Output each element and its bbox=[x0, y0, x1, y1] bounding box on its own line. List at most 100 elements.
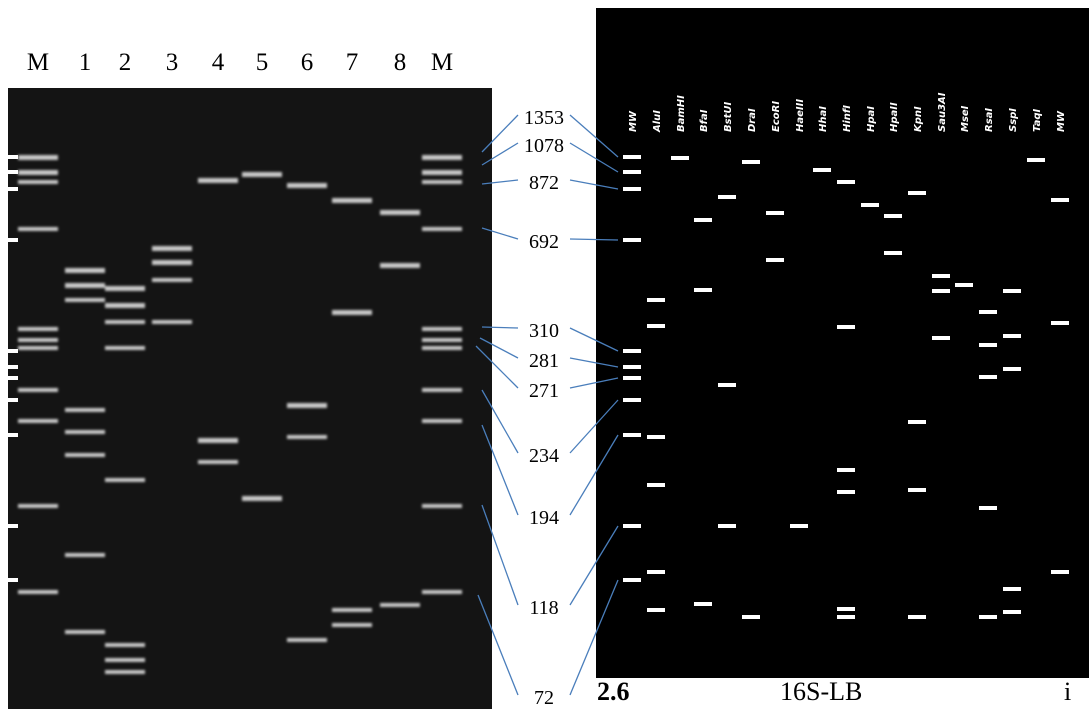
digest-band bbox=[1003, 367, 1021, 371]
gel-band bbox=[422, 327, 462, 331]
digest-band bbox=[837, 615, 855, 619]
digest-band bbox=[1051, 198, 1069, 202]
digest-band bbox=[1027, 158, 1045, 162]
digest-lane-label: HinfI bbox=[842, 105, 853, 132]
gel-band bbox=[287, 183, 327, 188]
pointer-line bbox=[481, 142, 519, 166]
digest-lane-label: MW bbox=[628, 110, 639, 132]
gel-band bbox=[105, 346, 145, 350]
gel-band bbox=[198, 460, 238, 464]
size-label: 310 bbox=[529, 320, 559, 342]
digest-band bbox=[955, 283, 973, 287]
gel-band bbox=[18, 504, 58, 508]
gel-lane-label: 4 bbox=[212, 49, 225, 76]
gel-band bbox=[152, 260, 192, 265]
gel-band bbox=[105, 286, 145, 291]
digest-band bbox=[694, 288, 712, 292]
gel-lane-label: M bbox=[27, 49, 49, 76]
pointer-line bbox=[569, 179, 619, 190]
digest-band bbox=[694, 218, 712, 222]
digest-lane-label: EcoRI bbox=[771, 101, 782, 132]
gel-band bbox=[242, 496, 282, 501]
size-label: 194 bbox=[529, 507, 559, 529]
size-label: 72 bbox=[534, 687, 554, 709]
size-label: 271 bbox=[529, 380, 559, 402]
digest-band bbox=[884, 214, 902, 218]
pointer-line bbox=[569, 142, 619, 173]
size-label: 281 bbox=[529, 350, 559, 372]
gel-lane-label: 5 bbox=[256, 49, 269, 76]
digest-band bbox=[932, 289, 950, 293]
digest-band bbox=[647, 435, 665, 439]
digest-band bbox=[623, 187, 641, 191]
digest-lane-label: BamHI bbox=[676, 95, 687, 132]
digest-band bbox=[766, 211, 784, 215]
digest-band bbox=[1051, 570, 1069, 574]
gel-band bbox=[287, 403, 327, 408]
gel-band bbox=[105, 320, 145, 324]
gel-lane-label: M bbox=[431, 49, 453, 76]
digest-band bbox=[623, 433, 641, 437]
gel-lane-label: 8 bbox=[394, 49, 407, 76]
pointer-line bbox=[479, 337, 519, 359]
digest-lane-label: RsaI bbox=[984, 108, 995, 132]
pointer-line bbox=[481, 389, 519, 454]
gel-band bbox=[65, 268, 105, 273]
digest-band bbox=[0, 238, 18, 242]
size-label: 1353 bbox=[524, 107, 564, 129]
digest-band bbox=[623, 376, 641, 380]
pointer-line bbox=[569, 238, 619, 241]
digest-band bbox=[1003, 334, 1021, 338]
digest-band bbox=[908, 488, 926, 492]
digest-lane-label: MseI bbox=[960, 105, 971, 132]
gel-band bbox=[422, 155, 462, 160]
gel-band bbox=[18, 419, 58, 423]
pointer-line bbox=[477, 594, 519, 696]
pointer-line bbox=[569, 399, 619, 454]
gel-band bbox=[422, 388, 462, 392]
pointer-line bbox=[569, 114, 619, 158]
gel-band bbox=[65, 553, 105, 557]
gel-band bbox=[18, 227, 58, 231]
pointer-line bbox=[569, 434, 619, 516]
pointer-line bbox=[481, 504, 519, 606]
digest-band bbox=[1051, 321, 1069, 325]
digest-lane-label: HpaII bbox=[889, 102, 900, 132]
pointer-line bbox=[569, 327, 619, 352]
gel-band bbox=[65, 630, 105, 634]
caption-tail: i bbox=[1064, 677, 1071, 706]
digest-band bbox=[813, 168, 831, 172]
gel-lane-label: 3 bbox=[166, 49, 179, 76]
gel-band bbox=[18, 327, 58, 331]
gel-band bbox=[422, 180, 462, 184]
digest-band bbox=[718, 195, 736, 199]
gel-band bbox=[332, 198, 372, 203]
gel-band bbox=[152, 278, 192, 282]
caption-number: 2.6 bbox=[597, 677, 630, 706]
size-label: 1078 bbox=[524, 135, 564, 157]
gel-lane-label: 1 bbox=[79, 49, 92, 76]
digest-band bbox=[742, 615, 760, 619]
digest-band bbox=[647, 570, 665, 574]
pointer-line bbox=[481, 114, 519, 153]
gel-band bbox=[242, 172, 282, 177]
gel-band bbox=[65, 408, 105, 412]
digest-band bbox=[647, 324, 665, 328]
digest-band bbox=[623, 238, 641, 242]
digest-band bbox=[1003, 587, 1021, 591]
digest-panel bbox=[596, 8, 1089, 678]
digest-band bbox=[932, 274, 950, 278]
digest-band bbox=[647, 298, 665, 302]
gel-lane-label: 7 bbox=[346, 49, 359, 76]
gel-band bbox=[65, 298, 105, 302]
digest-band bbox=[979, 343, 997, 347]
digest-band bbox=[790, 524, 808, 528]
size-label: 234 bbox=[529, 445, 559, 467]
gel-band bbox=[422, 170, 462, 175]
digest-band bbox=[837, 325, 855, 329]
pointer-line bbox=[569, 525, 619, 606]
gel-band bbox=[105, 643, 145, 647]
gel-band bbox=[18, 338, 58, 342]
digest-band bbox=[623, 365, 641, 369]
